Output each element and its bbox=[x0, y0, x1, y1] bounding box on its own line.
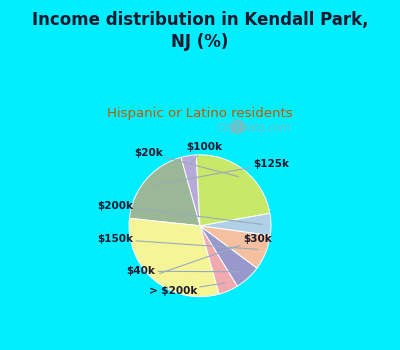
Wedge shape bbox=[200, 226, 238, 294]
Wedge shape bbox=[200, 226, 270, 268]
Wedge shape bbox=[200, 213, 271, 236]
Text: $150k: $150k bbox=[97, 234, 258, 249]
Wedge shape bbox=[200, 226, 257, 286]
Text: Hispanic or Latino residents: Hispanic or Latino residents bbox=[107, 107, 293, 120]
Text: $40k: $40k bbox=[126, 266, 242, 276]
Wedge shape bbox=[130, 158, 200, 226]
Text: $20k: $20k bbox=[134, 148, 239, 177]
Wedge shape bbox=[129, 218, 219, 297]
Text: $200k: $200k bbox=[97, 201, 262, 224]
Wedge shape bbox=[181, 155, 200, 226]
Text: Income distribution in Kendall Park,
NJ (%): Income distribution in Kendall Park, NJ … bbox=[32, 10, 368, 51]
Circle shape bbox=[231, 120, 244, 134]
Text: > $200k: > $200k bbox=[148, 283, 225, 296]
Text: City-Data.com: City-Data.com bbox=[216, 123, 290, 133]
Text: $100k: $100k bbox=[186, 142, 222, 164]
Text: $30k: $30k bbox=[160, 234, 272, 273]
Wedge shape bbox=[196, 155, 270, 226]
Text: $125k: $125k bbox=[152, 159, 289, 186]
